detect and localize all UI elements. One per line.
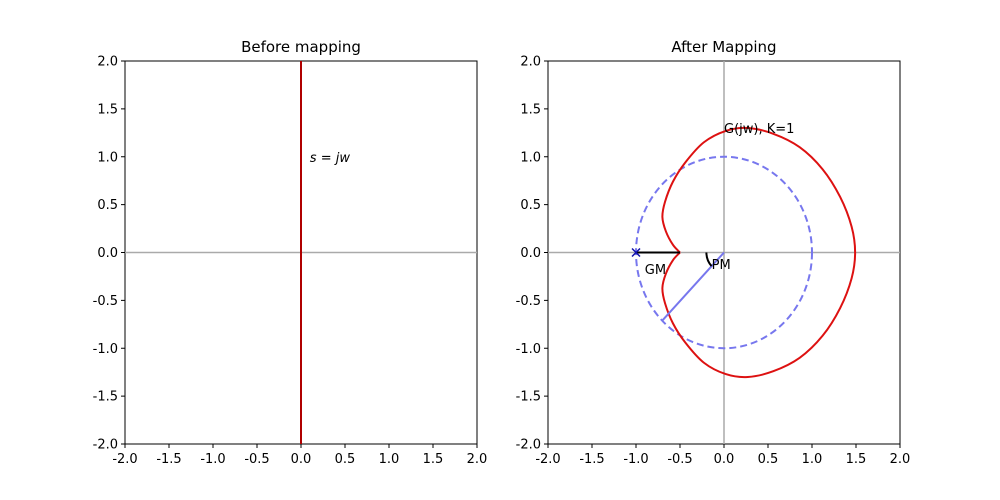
before-mapping-y-tick-label: 2.0 <box>97 55 118 70</box>
after-mapping-y-tick-label: 0.5 <box>520 198 541 213</box>
after-mapping-x-tick-label: 2.0 <box>890 452 911 467</box>
after-mapping-x-tick-label: 0.5 <box>758 452 779 467</box>
before-mapping-y-ticks: -2.0 -1.5 -1.0 -0.5 0.0 0.5 1.0 1.5 2.0 <box>93 55 125 453</box>
before-mapping-y-tick-label: 0.5 <box>97 198 118 213</box>
before-mapping-x-tick-label: -0.5 <box>244 452 269 467</box>
before-mapping-x-tick-label: 0.5 <box>335 452 356 467</box>
after-mapping-plot: G(jw), K=1 GM PM <box>548 61 900 444</box>
before-mapping-y-tick-label: 1.5 <box>97 102 118 117</box>
after-mapping-x-tick-label: -1.0 <box>623 452 648 467</box>
after-mapping-y-tick-label: 2.0 <box>520 55 541 70</box>
before-mapping-y-tick-label: 0.0 <box>97 246 118 261</box>
before-mapping-x-tick-label: 1.0 <box>379 452 400 467</box>
after-mapping-y-tick-label: -0.5 <box>516 294 541 309</box>
before-mapping-plot: s = jw <box>125 61 477 444</box>
before-mapping-x-tick-label: 2.0 <box>467 452 488 467</box>
before-mapping-y-tick-label: -2.0 <box>93 438 118 453</box>
before-mapping-x-tick-label: -2.0 <box>112 452 137 467</box>
after-mapping-y-tick-label: -1.5 <box>516 390 541 405</box>
phase-margin-line <box>661 251 725 322</box>
after-mapping-y-tick-label: 0.0 <box>520 246 541 261</box>
after-mapping-y-tick-label: 1.0 <box>520 150 541 165</box>
after-mapping-panel: After Mapping -2.0 -1.5 -1.0 -0.5 0.0 0.5 1.0 1… <box>516 38 911 467</box>
nyquist-curve <box>661 126 857 379</box>
after-mapping-y-tick-label: -2.0 <box>516 438 541 453</box>
before-mapping-annotation: s = jw <box>310 151 351 166</box>
after-mapping-y-tick-label: -1.0 <box>516 342 541 357</box>
before-mapping-x-ticks: -2.0 -1.5 -1.0 -0.5 0.0 0.5 1.0 1.5 2.0 <box>112 444 487 467</box>
before-mapping-title: Before mapping <box>241 38 361 56</box>
after-mapping-x-tick-label: -2.0 <box>535 452 560 467</box>
before-mapping-x-tick-label: -1.0 <box>200 452 225 467</box>
after-mapping-x-tick-label: 0.0 <box>714 452 735 467</box>
after-mapping-x-tick-label: 1.0 <box>802 452 823 467</box>
after-mapping-x-ticks: -2.0 -1.5 -1.0 -0.5 0.0 0.5 1.0 1.5 2.0 <box>535 444 910 467</box>
after-mapping-y-tick-label: 1.5 <box>520 102 541 117</box>
after-mapping-title: After Mapping <box>671 38 776 56</box>
after-mapping-annotation: GM <box>645 263 666 278</box>
before-mapping-y-tick-label: -1.0 <box>93 342 118 357</box>
phase-margin-arc <box>705 252 713 267</box>
after-mapping-x-tick-label: -1.5 <box>579 452 604 467</box>
before-mapping-x-tick-label: -1.5 <box>156 452 181 467</box>
after-mapping-y-ticks: -2.0 -1.5 -1.0 -0.5 0.0 0.5 1.0 1.5 2.0 <box>516 55 548 453</box>
before-mapping-y-tick-label: -0.5 <box>93 294 118 309</box>
critical-point-marker <box>631 247 641 258</box>
before-mapping-y-tick-label: 1.0 <box>97 150 118 165</box>
after-mapping-annotation: PM <box>712 258 731 273</box>
before-mapping-y-tick-label: -1.5 <box>93 390 118 405</box>
after-mapping-x-tick-label: -0.5 <box>667 452 692 467</box>
before-mapping-panel: Before mapping -2.0 -1.5 -1.0 -0.5 0.0 0.5 1.0… <box>93 38 488 467</box>
after-mapping-x-tick-label: 1.5 <box>846 452 867 467</box>
critical-point-stroke <box>631 247 641 258</box>
before-mapping-x-tick-label: 1.5 <box>423 452 444 467</box>
before-mapping-x-tick-label: 0.0 <box>291 452 312 467</box>
after-mapping-annotation: G(jw), K=1 <box>724 122 794 137</box>
